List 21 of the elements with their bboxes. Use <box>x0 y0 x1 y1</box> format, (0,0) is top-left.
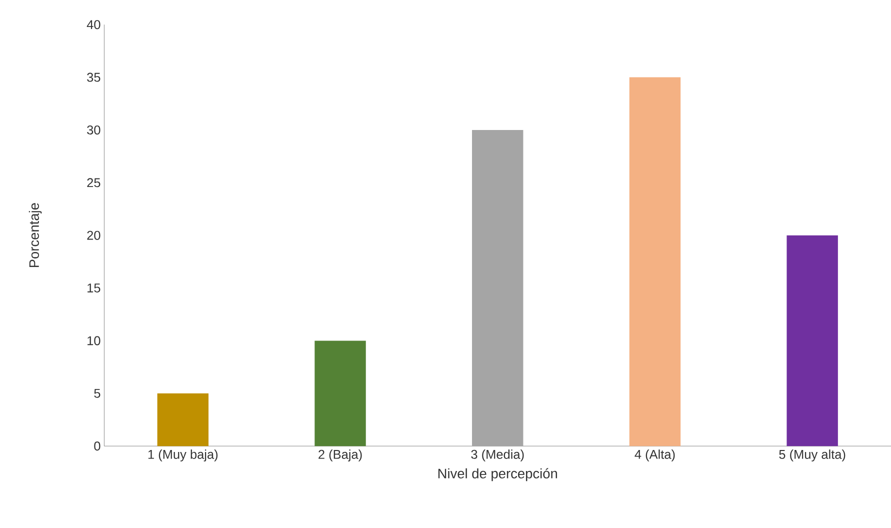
y-axis-title: Porcentaje <box>28 203 42 268</box>
x-tick-label: 3 (Media) <box>471 450 524 462</box>
bar <box>629 77 681 446</box>
y-tick-label: 15 <box>88 284 100 293</box>
y-tick-label: 40 <box>86 20 100 30</box>
y-tick-label: 20 <box>87 230 100 240</box>
bar <box>472 130 524 446</box>
x-tick-label: 2 (Baja) <box>318 450 362 462</box>
bar <box>786 235 838 446</box>
bar <box>157 393 209 446</box>
y-tick-label: 35 <box>87 72 100 82</box>
x-tick-label: 5 (Muy alta) <box>779 450 846 462</box>
bar <box>314 340 366 446</box>
x-tick-label: 1 (Muy baja) <box>148 450 218 462</box>
y-tick-label: 5 <box>94 389 100 398</box>
x-axis-title: Nivel de percepción <box>438 468 558 482</box>
x-tick-label: 4 (Alta) <box>634 450 675 462</box>
y-tick-label: 0 <box>94 442 100 451</box>
y-tick-label: 30 <box>87 126 100 135</box>
y-tick-label: 10 <box>88 336 100 346</box>
y-tick-label: 25 <box>87 178 100 188</box>
